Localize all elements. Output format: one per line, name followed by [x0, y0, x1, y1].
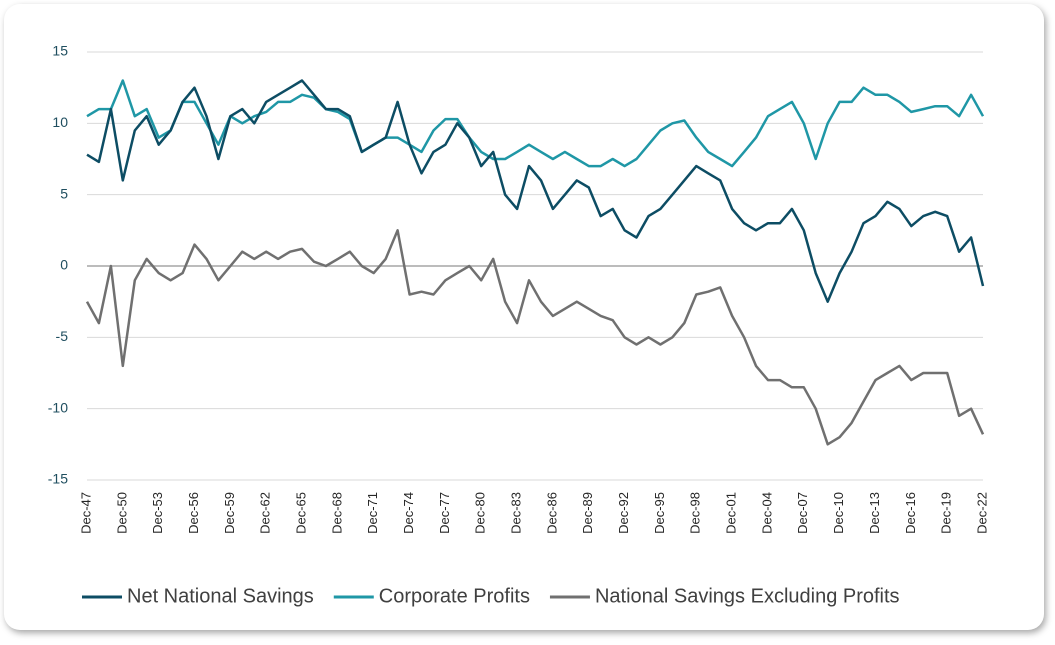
- x-tick-label: Dec-80: [473, 492, 488, 534]
- x-tick-label: Dec-50: [114, 492, 129, 534]
- x-tick-label: Dec-13: [867, 492, 882, 534]
- legend-label: Corporate Profits: [379, 585, 530, 607]
- x-tick-label: Dec-62: [258, 492, 273, 534]
- x-tick-label: Dec-98: [688, 492, 703, 534]
- x-tick-label: Dec-86: [544, 492, 559, 534]
- x-tick-label: Dec-92: [616, 492, 631, 534]
- x-tick-label: Dec-47: [78, 492, 93, 534]
- x-tick-label: Dec-59: [222, 492, 237, 534]
- series-line: [85, 229, 985, 446]
- x-tick-label: Dec-56: [186, 492, 201, 534]
- x-tick-label: Dec-22: [974, 492, 989, 534]
- x-tick-label: Dec-01: [724, 492, 739, 534]
- x-tick-label: Dec-95: [652, 492, 667, 534]
- legend-label: Net National Savings: [127, 585, 314, 607]
- legend-label: National Savings Excluding Profits: [595, 585, 900, 607]
- y-tick-label: -15: [48, 471, 68, 487]
- x-tick-label: Dec-83: [509, 492, 524, 534]
- y-tick-label: -10: [48, 399, 68, 415]
- x-tick-label: Dec-89: [580, 492, 595, 534]
- y-tick-label: -5: [56, 328, 69, 344]
- x-tick-label: Dec-68: [329, 492, 344, 534]
- card: [4, 4, 1044, 630]
- x-tick-label: Dec-19: [939, 492, 954, 534]
- x-tick-label: Dec-04: [759, 492, 774, 534]
- x-tick-label: Dec-10: [831, 492, 846, 534]
- y-tick-label: 5: [60, 185, 68, 201]
- x-tick-label: Dec-65: [293, 492, 308, 534]
- series-line: [86, 79, 985, 168]
- x-tick-label: Dec-77: [437, 492, 452, 534]
- y-tick-label: 15: [52, 43, 68, 59]
- series-line: [86, 79, 985, 303]
- x-tick-label: Dec-16: [903, 492, 918, 534]
- y-tick-label: 10: [52, 114, 68, 130]
- x-tick-label: Dec-07: [795, 492, 810, 534]
- y-tick-label: 0: [60, 257, 68, 273]
- x-tick-label: Dec-74: [401, 492, 416, 534]
- x-tick-label: Dec-53: [150, 492, 165, 534]
- x-tick-label: Dec-71: [365, 492, 380, 534]
